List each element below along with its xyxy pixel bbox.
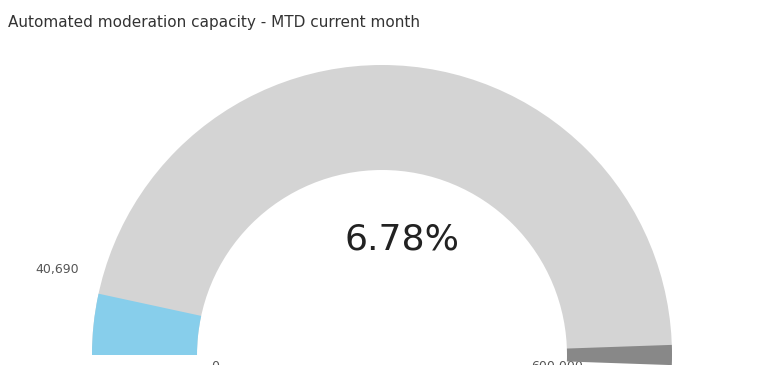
Text: 40,690: 40,690 (35, 263, 79, 276)
Wedge shape (92, 294, 201, 355)
Wedge shape (567, 345, 672, 365)
Text: Automated moderation capacity - MTD current month: Automated moderation capacity - MTD curr… (8, 15, 420, 30)
Text: 6.78%: 6.78% (345, 223, 459, 257)
Text: 0: 0 (211, 360, 219, 365)
Text: 600,000: 600,000 (531, 360, 583, 365)
Wedge shape (92, 65, 672, 355)
